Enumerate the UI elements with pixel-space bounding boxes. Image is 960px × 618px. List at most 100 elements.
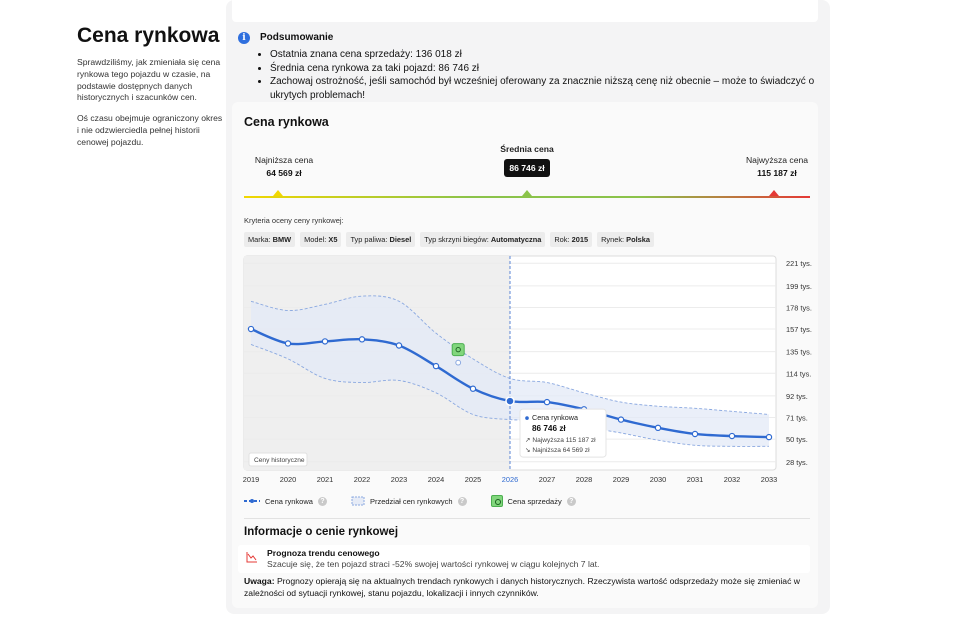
sale-price-marker [451,343,465,357]
summary-list: Ostatnia znana cena sprzedaży: 136 018 z… [270,48,820,102]
criteria-chip: Typ skrzyni biegów: Automatyczna [420,232,546,247]
average-price-label: Średnia cena [500,144,554,154]
data-point [358,336,366,343]
x-tick-label: 2031 [687,475,703,484]
note-label: Uwaga: [244,576,275,586]
legend-label: Cena sprzedaży [507,496,562,506]
forecast-text: Szacuje się, że ten pojazd straci -52% s… [267,559,600,569]
price-scale-bar [244,196,810,198]
y-tick-label: 178 tys. [786,303,812,312]
data-point [321,338,329,345]
x-tick-label: 2024 [428,475,444,484]
info-section-title: Informacje o cenie rynkowej [244,526,399,538]
x-tick-label: 2032 [724,475,740,484]
data-point [543,398,551,406]
x-tick-label: 2023 [391,475,407,484]
data-point [505,396,515,406]
page-title: Cena rynkowa [77,24,220,47]
lowest-price-label: Najniższa cena [254,155,314,165]
tooltip-high: ↗ Najwyższa 115 187 zł [525,437,596,444]
description-paragraph: Oś czasu obejmuje ograniczony okres i ni… [77,113,223,147]
x-tick-label: 2033 [761,475,777,484]
data-point [395,342,403,349]
x-tick-label: 2030 [650,475,666,484]
data-point [469,385,477,392]
x-tick-label: 2020 [280,475,296,484]
lowest-price-value: 64 569 zł [266,168,302,178]
data-point [284,340,292,347]
lowest-price: Najniższa cena 64 569 zł [248,155,320,178]
x-tick-label: 2025 [465,475,481,484]
data-point [765,433,773,441]
y-tick-label: 50 tys. [786,435,808,444]
tooltip-box [519,408,607,458]
data-point [728,432,736,440]
lowest-price-marker [273,190,283,196]
line-swatch-icon [244,499,260,503]
data-point [654,424,662,432]
sale-tag-icon [490,495,503,507]
data-point [617,416,625,423]
summary-title: Podsumowanie [260,32,334,43]
legend-sale-price[interactable]: Cena sprzedaży ? [490,495,576,507]
x-tick-label: 2019 [243,475,259,484]
historical-label-box [248,452,308,467]
criteria-chip: Rynek: Polska [597,232,654,247]
x-tick-label: 2028 [576,475,592,484]
help-icon[interactable]: ? [457,496,467,506]
legend-price-range[interactable]: Przedział cen rynkowych ? [351,496,467,506]
highest-price: Najwyższa cena 115 187 zł [732,155,822,178]
summary-item: Zachowaj ostrożność, jeśli samochód był … [270,75,820,102]
note-text: Prognozy opierają się na aktualnych tren… [244,576,800,598]
average-price-marker [522,190,532,196]
criteria-chip: Rok: 2015 [550,232,593,247]
help-icon[interactable]: ? [566,496,576,506]
highest-price-label: Najwyższa cena [745,155,809,165]
y-tick-label: 135 tys. [786,348,812,357]
criteria-chips: Marka: BMW Model: X5 Typ paliwa: Diesel … [244,232,654,247]
average-price-badge: 86 746 zł [504,159,550,177]
range-lower-line [250,344,770,447]
price-range-band [251,295,769,447]
legend-market-price[interactable]: Cena rynkowa ? [244,496,327,506]
legend-label: Cena rynkowa [265,496,313,506]
y-tick-label: 221 tys. [786,259,812,268]
market-price-chart[interactable]: 221 tys. 199 tys. 178 tys. 157 tys. 135 tys.… [232,252,818,492]
y-tick-label: 28 tys. [786,458,808,467]
criteria-chip: Marka: BMW [244,232,296,247]
y-tick-label: 71 tys. [786,414,808,423]
tooltip-low: ↘ Najniższa 64 569 zł [525,447,590,454]
help-icon[interactable]: ? [317,496,327,506]
x-tick-label: 2022 [354,475,370,484]
criteria-title: Kryteria oceny ceny rynkowej: [244,216,344,225]
page-description: Sprawdziliśmy, jak zmieniała się cena ry… [77,57,225,149]
trend-down-icon [246,552,257,563]
info-icon: i [238,32,250,44]
legend-label: Przedział cen rynkowych [369,496,453,506]
section-divider [244,518,810,519]
criteria-chip: Model: X5 [300,232,342,247]
x-tick-label: 2029 [613,475,629,484]
x-tick-label: 2026 [502,475,518,484]
summary-item: Średnia cena rynkowa za taki pojazd: 86 … [270,62,820,76]
forecast-box: Prognoza trendu cenowego Szacuje się, że… [238,545,810,573]
disclaimer-note: Uwaga: Prognozy opierają się na aktualny… [244,575,816,599]
data-point [432,362,440,370]
y-tick-label: 157 tys. [786,325,812,334]
data-point [691,430,699,438]
description-paragraph: Sprawdziliśmy, jak zmieniała się cena ry… [77,57,221,103]
average-price: Średnia cena 86 746 zł [482,144,572,177]
highest-price-marker [769,190,779,196]
criteria-chip: Typ paliwa: Diesel [346,232,416,247]
x-tick-label: 2027 [539,475,555,484]
tooltip-value: 86 746 zł [532,424,566,433]
y-tick-label: 114 tys. [786,369,811,378]
top-card [232,0,818,22]
x-tick-label: 2021 [317,475,333,484]
data-point [247,325,255,333]
market-price-card: Cena rynkowa Najniższa cena 64 569 zł Śr… [232,102,818,608]
card-title: Cena rynkowa [244,115,329,129]
sale-tag-icon [455,347,461,353]
highest-price-value: 115 187 zł [757,168,797,178]
y-tick-label: 199 tys. [786,282,812,291]
